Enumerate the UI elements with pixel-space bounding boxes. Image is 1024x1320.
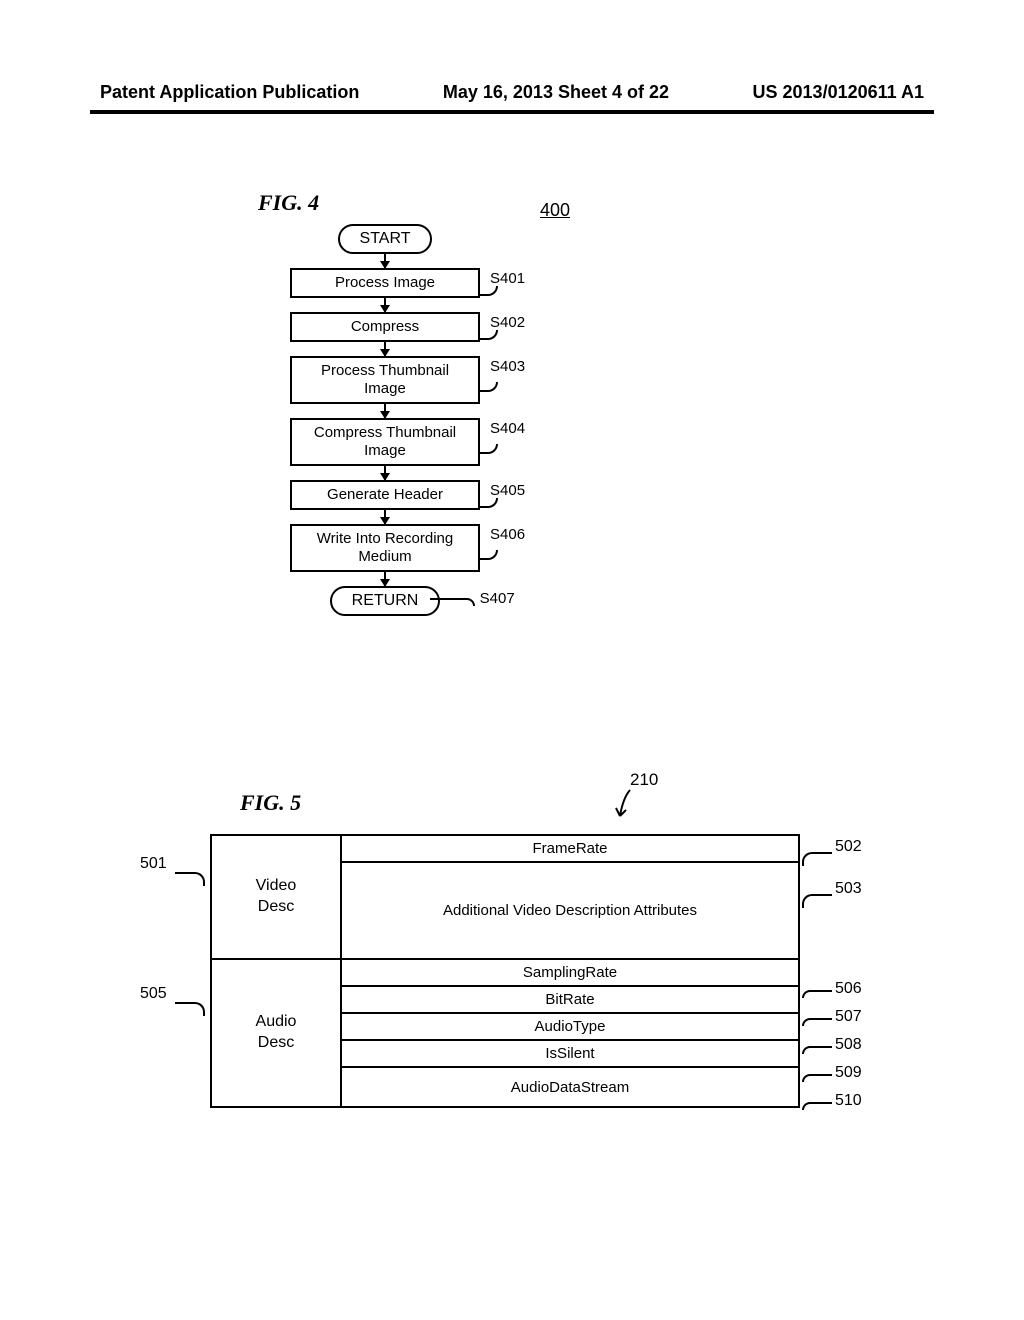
label-508: 508 bbox=[835, 1036, 862, 1054]
label-509: 509 bbox=[835, 1064, 862, 1082]
audio-desc-text: AudioDesc bbox=[256, 1012, 297, 1054]
step-s401: Process Image S401 bbox=[290, 268, 480, 298]
samplingrate-cell: SamplingRate bbox=[342, 960, 800, 987]
leader-icon bbox=[802, 1018, 832, 1026]
step-s406: Write Into Recording Medium S406 bbox=[290, 524, 480, 572]
process-box: Process Thumbnail Image bbox=[290, 356, 480, 404]
figure-4: FIG. 4 400 START Process Image S401 Comp… bbox=[250, 190, 750, 616]
header-right: US 2013/0120611 A1 bbox=[753, 82, 924, 103]
figure-5: 210 FIG. 5 VideoDesc FrameRate Additiona… bbox=[140, 790, 840, 1108]
header-center: May 16, 2013 Sheet 4 of 22 bbox=[443, 82, 669, 103]
page: Patent Application Publication May 16, 2… bbox=[0, 0, 1024, 1320]
step-label: S402 bbox=[490, 314, 525, 331]
header-left: Patent Application Publication bbox=[100, 82, 359, 103]
bitrate-cell: BitRate bbox=[342, 987, 800, 1014]
process-box: Compress bbox=[290, 312, 480, 342]
leader-icon bbox=[802, 894, 832, 908]
step-s405: Generate Header S405 bbox=[290, 480, 480, 510]
label-510: 510 bbox=[835, 1092, 862, 1110]
label-505: 505 bbox=[140, 985, 167, 1003]
video-desc-cell: VideoDesc bbox=[212, 836, 342, 958]
step-s403: Process Thumbnail Image S403 bbox=[290, 356, 480, 404]
leader-icon bbox=[480, 382, 498, 392]
leader-icon bbox=[802, 990, 832, 998]
step-s402: Compress S402 bbox=[290, 312, 480, 342]
fig4-title: FIG. 4 bbox=[258, 190, 750, 216]
additional-video-cell: Additional Video Description Attributes bbox=[342, 863, 800, 958]
arrow-icon bbox=[384, 298, 386, 312]
step-label: S401 bbox=[490, 270, 525, 287]
audiotype-cell: AudioType bbox=[342, 1014, 800, 1041]
leader-icon bbox=[480, 550, 498, 560]
arrow-icon bbox=[384, 404, 386, 418]
process-box: Generate Header bbox=[290, 480, 480, 510]
leader-icon bbox=[175, 1002, 205, 1016]
video-attrs: FrameRate Additional Video Description A… bbox=[342, 836, 800, 958]
header-rule bbox=[90, 110, 934, 114]
description-table: VideoDesc FrameRate Additional Video Des… bbox=[210, 834, 800, 1108]
audiodatastream-cell: AudioDataStream bbox=[342, 1068, 800, 1106]
fig5-ref210: 210 bbox=[630, 770, 658, 790]
label-503: 503 bbox=[835, 880, 862, 898]
leader-icon bbox=[480, 286, 498, 296]
label-502: 502 bbox=[835, 838, 862, 856]
arrow-icon bbox=[384, 254, 386, 268]
return-terminal: RETURN bbox=[330, 586, 441, 616]
process-box: Process Image bbox=[290, 268, 480, 298]
process-box: Write Into Recording Medium bbox=[290, 524, 480, 572]
framerate-cell: FrameRate bbox=[342, 836, 800, 863]
step-s404: Compress Thumbnail Image S404 bbox=[290, 418, 480, 466]
label-507: 507 bbox=[835, 1008, 862, 1026]
arrow-icon bbox=[384, 466, 386, 480]
step-label: S406 bbox=[490, 526, 525, 543]
leader-icon bbox=[430, 598, 475, 606]
fig5-title: FIG. 5 bbox=[240, 790, 840, 816]
step-label: S404 bbox=[490, 420, 525, 437]
leader-icon bbox=[802, 1102, 832, 1110]
leader-icon bbox=[480, 498, 498, 508]
leader-icon bbox=[175, 872, 205, 886]
return-terminal-wrap: RETURN S407 bbox=[330, 586, 441, 616]
video-desc-text: VideoDesc bbox=[256, 876, 297, 918]
leader-icon bbox=[480, 444, 498, 454]
patent-header: Patent Application Publication May 16, 2… bbox=[100, 82, 924, 103]
step-label: S407 bbox=[480, 590, 515, 607]
label-506: 506 bbox=[835, 980, 862, 998]
step-label: S403 bbox=[490, 358, 525, 375]
arrow-icon bbox=[384, 510, 386, 524]
label-501: 501 bbox=[140, 855, 167, 873]
step-label: S405 bbox=[490, 482, 525, 499]
video-desc-row: VideoDesc FrameRate Additional Video Des… bbox=[210, 834, 800, 960]
issilent-cell: IsSilent bbox=[342, 1041, 800, 1068]
leader-icon bbox=[802, 852, 832, 866]
leader-icon bbox=[480, 330, 498, 340]
arrow-icon bbox=[384, 342, 386, 356]
start-terminal: START bbox=[338, 224, 433, 254]
audio-desc-row: AudioDesc SamplingRate BitRate AudioType… bbox=[210, 960, 800, 1108]
audio-attrs: SamplingRate BitRate AudioType IsSilent … bbox=[342, 960, 800, 1106]
arrow-icon bbox=[384, 572, 386, 586]
flowchart: START Process Image S401 Compress S402 P… bbox=[280, 224, 490, 616]
leader-icon bbox=[802, 1046, 832, 1054]
pointer-icon bbox=[615, 788, 635, 823]
leader-icon bbox=[802, 1074, 832, 1082]
process-box: Compress Thumbnail Image bbox=[290, 418, 480, 466]
audio-desc-cell: AudioDesc bbox=[212, 960, 342, 1106]
fig4-refnum: 400 bbox=[540, 200, 570, 221]
